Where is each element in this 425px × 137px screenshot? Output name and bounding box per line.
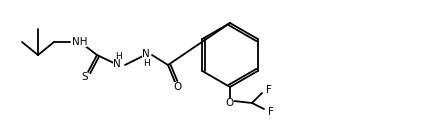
Text: N: N [142, 49, 150, 59]
Text: S: S [82, 72, 88, 82]
Text: N: N [113, 59, 121, 69]
Text: F: F [266, 85, 272, 95]
Text: F: F [268, 107, 274, 117]
Text: H: H [144, 58, 150, 68]
Text: H: H [116, 52, 122, 61]
Text: O: O [226, 98, 234, 108]
Text: NH: NH [72, 37, 88, 47]
Text: O: O [174, 82, 182, 92]
